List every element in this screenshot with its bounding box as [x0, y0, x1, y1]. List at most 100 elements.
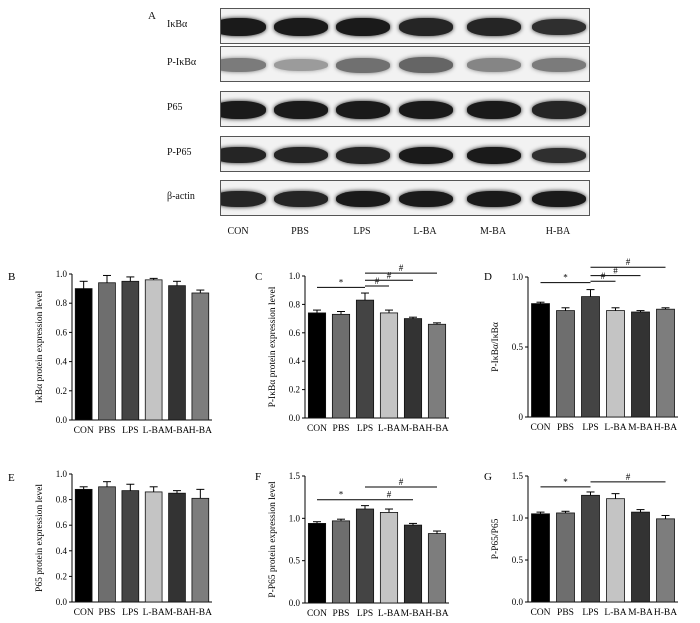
y-tick-label: 1.5: [289, 471, 301, 481]
blot-strip: [220, 136, 590, 172]
significance-label: #: [626, 257, 631, 267]
bar: [581, 494, 600, 603]
blot-strip: [220, 46, 590, 82]
category-label: H-BA: [654, 608, 677, 618]
bar: [191, 292, 210, 421]
blot-row-label: IκBα: [167, 19, 188, 30]
bar: [74, 288, 93, 421]
y-tick-label: 1.0: [56, 469, 68, 479]
category-label: PBS: [333, 424, 350, 434]
bar: [531, 513, 550, 603]
y-tick-label: 1.5: [512, 471, 524, 481]
category-label: CON: [74, 426, 94, 436]
category-label: L-BA: [604, 423, 626, 433]
bar: [606, 310, 625, 418]
category-label: PBS: [557, 423, 574, 433]
y-tick-label: 0: [519, 412, 524, 422]
bar: [144, 279, 163, 421]
significance-label: #: [387, 270, 392, 280]
blot-lane-label: M-BA: [479, 226, 507, 237]
significance-label: #: [375, 276, 380, 286]
bar: [74, 488, 93, 603]
significance-label: #: [399, 263, 404, 273]
y-tick-label: 0.5: [289, 556, 301, 566]
significance-label: #: [626, 472, 631, 482]
blot-band: [274, 59, 328, 71]
bar: [556, 310, 575, 418]
blot-band: [274, 147, 328, 163]
category-label: M-BA: [628, 423, 653, 433]
y-tick-label: 1.0: [512, 513, 524, 523]
significance-label: *: [339, 490, 344, 500]
blot-band: [399, 57, 453, 73]
significance-label: #: [613, 266, 618, 276]
bar: [98, 282, 116, 421]
blot-lane-label: PBS: [291, 226, 309, 237]
category-label: H-BA: [189, 608, 212, 618]
category-label: LPS: [122, 426, 138, 436]
blot-band: [532, 191, 586, 207]
category-label: PBS: [99, 608, 116, 618]
panel-a-label: A: [148, 10, 156, 22]
y-tick-label: 1.0: [289, 271, 301, 281]
category-label: M-BA: [165, 608, 190, 618]
y-tick-label: 0.4: [56, 546, 68, 556]
y-axis-label: P-IκBα protein expression level: [268, 286, 278, 407]
panel-label: B: [8, 271, 15, 283]
bar: [121, 280, 140, 421]
y-tick-label: 0.0: [56, 415, 68, 425]
significance-label: #: [399, 477, 404, 487]
bar: [331, 520, 351, 604]
y-axis-label: P-P65 protein expression level: [268, 481, 278, 598]
y-tick-label: 0.8: [56, 495, 68, 505]
blot-band: [336, 18, 390, 36]
blot-band: [221, 101, 266, 119]
category-label: LPS: [357, 424, 373, 434]
bar: [191, 497, 210, 603]
blot-band: [399, 191, 453, 207]
bar: [168, 285, 186, 421]
category-label: M-BA: [628, 608, 653, 618]
category-label: L-BA: [378, 424, 400, 434]
y-tick-label: 0.5: [512, 555, 524, 565]
blot-band: [467, 58, 521, 72]
y-tick-label: 0.4: [56, 357, 68, 367]
blot-band: [399, 101, 453, 119]
blot-band: [467, 191, 521, 207]
blot-lane-label: CON: [227, 226, 249, 237]
panel-label: D: [484, 271, 492, 283]
bar: [307, 523, 327, 604]
blot-band: [221, 191, 266, 207]
significance-label: *: [339, 277, 344, 287]
category-label: LPS: [582, 423, 598, 433]
blot-strip: [220, 180, 590, 216]
category-label: CON: [307, 424, 327, 434]
category-label: H-BA: [189, 426, 212, 436]
panel-label: C: [255, 271, 262, 283]
blot-band: [221, 147, 266, 163]
y-tick-label: 0.6: [56, 520, 68, 530]
bar: [531, 303, 550, 418]
y-tick-label: 0.0: [56, 597, 68, 607]
significance-label: #: [387, 490, 392, 500]
category-label: M-BA: [165, 426, 190, 436]
category-label: H-BA: [425, 424, 448, 434]
blot-band: [221, 58, 266, 72]
blot-band: [399, 147, 453, 164]
bar: [168, 492, 186, 603]
blot-band: [274, 191, 328, 207]
blot-band: [274, 101, 328, 119]
blot-lane-label: LPS: [353, 226, 371, 237]
bar: [403, 318, 423, 419]
bar: [403, 524, 423, 604]
y-tick-label: 1.0: [512, 272, 524, 282]
category-label: PBS: [333, 609, 350, 619]
bar: [631, 311, 650, 418]
bar: [121, 490, 140, 603]
bar: [144, 491, 163, 603]
y-tick-label: 0.2: [56, 386, 67, 396]
blot-band: [532, 58, 586, 72]
significance-label: *: [563, 273, 568, 283]
